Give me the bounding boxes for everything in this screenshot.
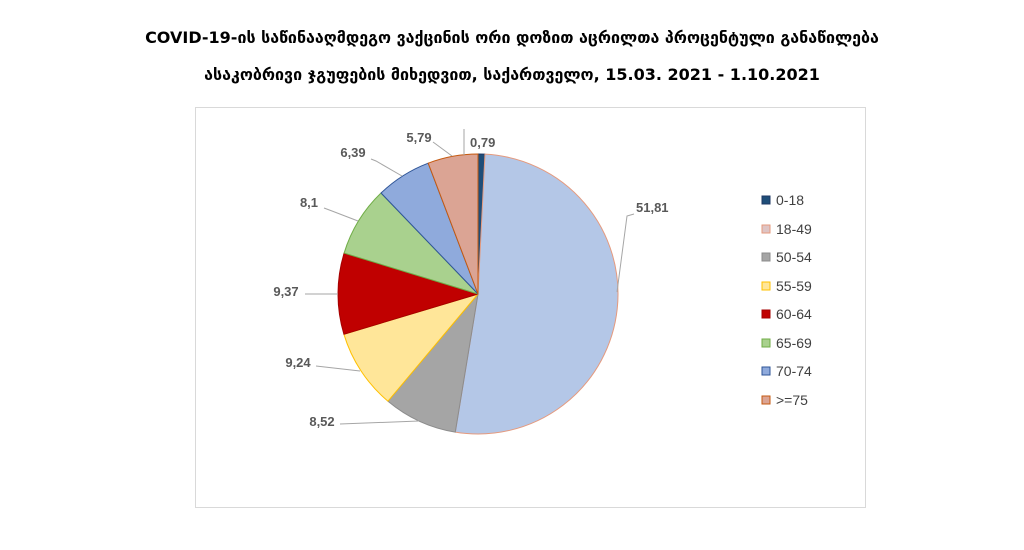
- legend-item-50-54: 50-54: [761, 249, 812, 265]
- legend-marker-65-69: [761, 338, 771, 348]
- pie-slices: [337, 153, 619, 435]
- leader-line-gte-75: [432, 141, 453, 157]
- legend-item-70-74: 70-74: [761, 363, 812, 379]
- data-label-50-54: 8,52: [309, 414, 334, 429]
- legend-marker-0-18: [761, 195, 771, 205]
- legend-label-55-59: 55-59: [776, 278, 812, 294]
- legend-item-gte-75: >=75: [761, 392, 808, 408]
- legend-label-0-18: 0-18: [776, 192, 804, 208]
- legend-marker-55-59: [761, 281, 771, 291]
- legend-item-60-64: 60-64: [761, 306, 812, 322]
- legend-marker-60-64: [761, 309, 771, 319]
- legend-item-18-49: 18-49: [761, 221, 812, 237]
- data-label-70-74: 6,39: [340, 145, 365, 160]
- legend-item-55-59: 55-59: [761, 278, 812, 294]
- legend-label-60-64: 60-64: [776, 306, 812, 322]
- pie-slice-gte-75: [427, 153, 479, 295]
- legend-label-18-49: 18-49: [776, 221, 812, 237]
- data-label-18-49: 51,81: [636, 200, 669, 215]
- legend-marker-70-74: [761, 366, 771, 376]
- leader-line-55-59: [315, 365, 361, 372]
- data-label-65-69: 8,1: [300, 195, 318, 210]
- legend-marker-gte-75: [761, 395, 771, 405]
- legend: 0-18 18-49 50-54 55-59 60-64 65-69: [761, 192, 812, 408]
- leader-line-50-54: [339, 420, 420, 425]
- leader-line-18-49: [616, 213, 635, 293]
- legend-label-70-74: 70-74: [776, 363, 812, 379]
- chart-title-line-2: ასაკობრივი ჯგუფების მიხედვით, საქართველო…: [204, 65, 820, 84]
- legend-marker-50-54: [761, 252, 771, 262]
- chart-title-line-1: COVID-19-ის საწინააღმდეგო ვაქცინის ორი დ…: [145, 28, 879, 47]
- data-label-60-64: 9,37: [273, 284, 298, 299]
- legend-label-50-54: 50-54: [776, 249, 812, 265]
- legend-label-65-69: 65-69: [776, 335, 812, 351]
- legend-marker-18-49: [761, 224, 771, 234]
- data-label-0-18: 0,79: [470, 135, 495, 150]
- legend-item-0-18: 0-18: [761, 192, 804, 208]
- data-labels: 0,79 51,81 8,52 9,24 9,37 8,1 6,39 5,79: [273, 130, 668, 429]
- legend-label-gte-75: >=75: [776, 392, 808, 408]
- legend-item-65-69: 65-69: [761, 335, 812, 351]
- data-label-gte-75: 5,79: [406, 130, 431, 145]
- pie-slice-18-49: [454, 153, 619, 435]
- leader-lines: [305, 129, 635, 425]
- leader-line-70-74: [370, 158, 403, 177]
- data-label-55-59: 9,24: [285, 355, 311, 370]
- pie-slice-55-59: [343, 293, 479, 402]
- leader-line-65-69: [323, 207, 359, 222]
- pie-slice-60-64: [337, 252, 479, 335]
